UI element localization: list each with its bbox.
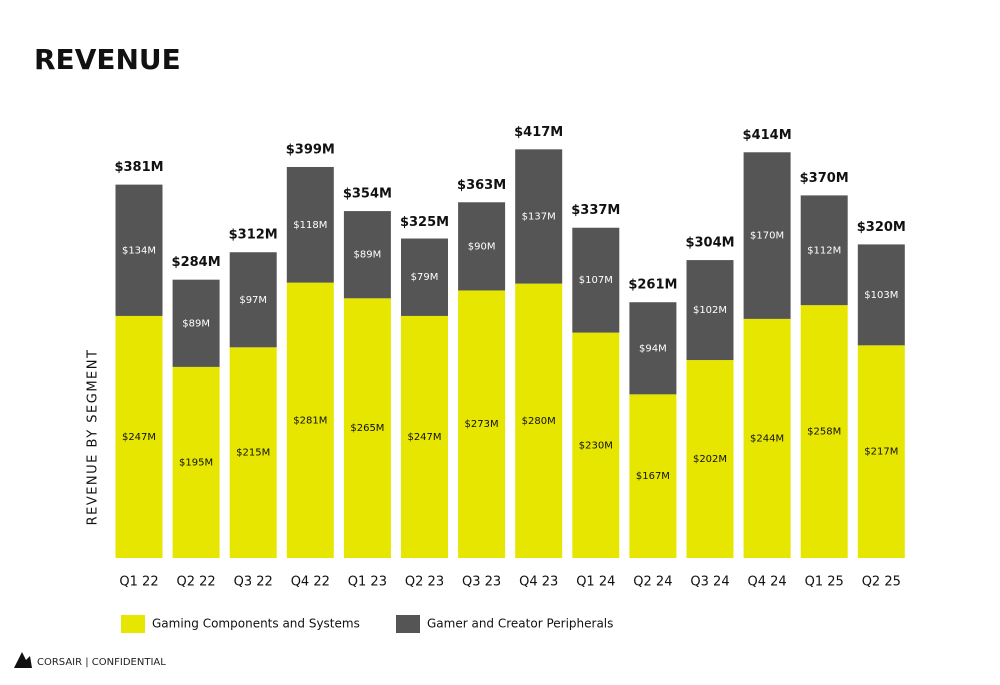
bar-segment: [286, 282, 334, 558]
x-tick-label: Q2 23: [405, 575, 444, 590]
segment-label: $281M: [293, 415, 327, 426]
segment-label: $137M: [522, 211, 556, 222]
segment-label: $258M: [807, 427, 841, 438]
x-tick-label: Q1 22: [119, 575, 158, 590]
segment-label: $112M: [807, 245, 841, 256]
segment-label: $230M: [579, 440, 613, 451]
x-tick-label: Q4 23: [519, 575, 558, 590]
bar-segment: [572, 227, 620, 333]
segment-label: $265M: [350, 423, 384, 434]
bar-segment: [800, 195, 848, 306]
logo: [14, 652, 32, 668]
bar-segment: [743, 152, 791, 319]
segment-label: $134M: [122, 245, 156, 256]
segment-label: $247M: [407, 432, 441, 443]
bar-segment: [115, 315, 163, 558]
total-label: $261M: [628, 278, 677, 293]
segment-label: $244M: [750, 433, 784, 444]
segment-label: $195M: [179, 457, 213, 468]
segment-label: $215M: [236, 448, 270, 459]
total-label: $417M: [514, 125, 563, 140]
segment-label: $89M: [354, 250, 382, 261]
segment-label: $167M: [636, 471, 670, 482]
x-tick-label: Q1 23: [348, 575, 387, 590]
segment-label: $90M: [468, 241, 496, 252]
x-tick-label: Q2 25: [862, 575, 901, 590]
total-label: $312M: [229, 228, 278, 243]
total-label: $320M: [857, 220, 906, 235]
bar-segment: [458, 290, 506, 558]
segment-label: $170M: [750, 231, 784, 242]
total-label: $414M: [743, 128, 792, 143]
segment-label: $103M: [864, 290, 898, 301]
total-label: $399M: [286, 142, 335, 157]
bar-segment: [857, 345, 905, 558]
total-label: $381M: [114, 160, 163, 175]
x-tick-label: Q1 24: [576, 575, 615, 590]
segment-label: $273M: [465, 419, 499, 430]
legend-label: Gamer and Creator Peripherals: [427, 617, 613, 631]
y-axis-label: REVENUE BY SEGMENT: [86, 349, 101, 526]
bar-segment: [515, 149, 563, 284]
segment-label: $102M: [693, 305, 727, 316]
segment-label: $97M: [239, 295, 267, 306]
bar-segment: [286, 166, 334, 283]
bar-segment: [115, 184, 163, 316]
bar-segment: [857, 244, 905, 346]
bar-segment: [401, 315, 448, 558]
total-label: $354M: [343, 187, 392, 202]
bar-segment: [458, 202, 506, 291]
segment-label: $79M: [411, 272, 439, 283]
segment-label: $94M: [639, 343, 667, 354]
bar-segment: [629, 302, 677, 395]
total-label: $325M: [400, 215, 449, 230]
x-tick-label: Q3 22: [234, 575, 273, 590]
x-tick-label: Q4 24: [748, 575, 787, 590]
total-label: $304M: [685, 236, 734, 251]
bar-segment: [515, 283, 563, 558]
bar-segment: [343, 211, 391, 299]
x-tick-label: Q2 22: [177, 575, 216, 590]
segment-label: $280M: [522, 416, 556, 427]
bar-segment: [629, 394, 677, 558]
bar-segment: [343, 298, 391, 558]
legend-swatch: [396, 615, 420, 633]
x-tick-label: Q4 22: [291, 575, 330, 590]
segment-label: $89M: [182, 318, 210, 329]
total-label: $337M: [571, 203, 620, 218]
segment-label: $202M: [693, 454, 727, 465]
total-label: $370M: [800, 171, 849, 186]
total-label: $284M: [172, 255, 221, 270]
legend-swatch: [121, 615, 145, 633]
bar-segment: [686, 360, 734, 558]
bar-segment: [172, 366, 220, 558]
bar-segment: [229, 347, 277, 558]
x-tick-label: Q3 23: [462, 575, 501, 590]
legend-label: Gaming Components and Systems: [152, 617, 360, 631]
bar-segment: [229, 252, 277, 348]
segment-label: $217M: [864, 447, 898, 458]
bar-segment: [172, 279, 220, 367]
segment-label: $247M: [122, 432, 156, 443]
footer: CORSAIR | CONFIDENTIAL: [37, 657, 166, 668]
bar-segment: [401, 238, 448, 316]
bar-segment: [572, 332, 620, 558]
x-tick-label: Q2 24: [633, 575, 672, 590]
bar-segment: [800, 305, 848, 558]
x-tick-label: Q1 25: [805, 575, 844, 590]
x-tick-label: Q3 24: [690, 575, 729, 590]
segment-label: $107M: [579, 275, 613, 286]
total-label: $363M: [457, 178, 506, 193]
bar-segment: [686, 260, 734, 361]
bar-segment: [743, 318, 791, 558]
segment-label: $118M: [293, 220, 327, 231]
chart-title: REVENUE: [34, 43, 181, 76]
